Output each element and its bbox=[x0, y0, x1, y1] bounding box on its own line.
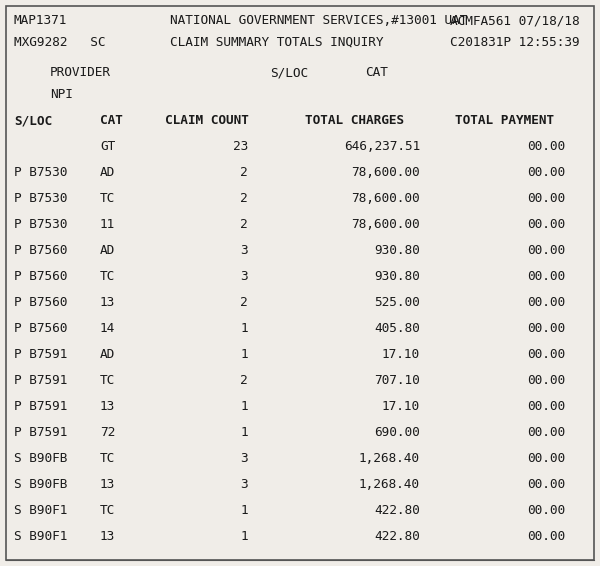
Text: 00.00: 00.00 bbox=[527, 192, 565, 205]
Text: P B7560: P B7560 bbox=[14, 296, 67, 309]
Text: 3: 3 bbox=[241, 244, 248, 257]
Text: 23: 23 bbox=[233, 140, 248, 153]
Text: 13: 13 bbox=[100, 530, 115, 543]
Text: S/LOC: S/LOC bbox=[14, 114, 52, 127]
Text: MAP1371: MAP1371 bbox=[14, 14, 67, 27]
Text: CLAIM COUNT: CLAIM COUNT bbox=[165, 114, 249, 127]
Text: 00.00: 00.00 bbox=[527, 244, 565, 257]
Text: MXG9282   SC: MXG9282 SC bbox=[14, 36, 106, 49]
Text: TC: TC bbox=[100, 504, 115, 517]
Text: 930.80: 930.80 bbox=[374, 270, 420, 283]
Text: TOTAL CHARGES: TOTAL CHARGES bbox=[305, 114, 404, 127]
Text: NPI: NPI bbox=[50, 88, 73, 101]
Text: 1,268.40: 1,268.40 bbox=[359, 478, 420, 491]
Text: 2: 2 bbox=[241, 192, 248, 205]
Text: S B90F1: S B90F1 bbox=[14, 530, 67, 543]
Text: 13: 13 bbox=[100, 296, 115, 309]
Text: 2: 2 bbox=[241, 296, 248, 309]
Text: P B7591: P B7591 bbox=[14, 374, 67, 387]
Text: 00.00: 00.00 bbox=[527, 530, 565, 543]
Text: 13: 13 bbox=[100, 400, 115, 413]
Text: CLAIM SUMMARY TOTALS INQUIRY: CLAIM SUMMARY TOTALS INQUIRY bbox=[170, 36, 383, 49]
Text: 13: 13 bbox=[100, 478, 115, 491]
Text: 1,268.40: 1,268.40 bbox=[359, 452, 420, 465]
Text: P B7560: P B7560 bbox=[14, 270, 67, 283]
Text: 00.00: 00.00 bbox=[527, 452, 565, 465]
Text: GT: GT bbox=[100, 140, 115, 153]
Text: 525.00: 525.00 bbox=[374, 296, 420, 309]
Text: 78,600.00: 78,600.00 bbox=[352, 218, 420, 231]
Text: 00.00: 00.00 bbox=[527, 296, 565, 309]
Text: 78,600.00: 78,600.00 bbox=[352, 166, 420, 179]
Text: 1: 1 bbox=[241, 530, 248, 543]
Text: P B7560: P B7560 bbox=[14, 322, 67, 335]
Text: S B90FB: S B90FB bbox=[14, 452, 67, 465]
Text: 3: 3 bbox=[241, 270, 248, 283]
Text: TC: TC bbox=[100, 270, 115, 283]
Text: 14: 14 bbox=[100, 322, 115, 335]
Text: 00.00: 00.00 bbox=[527, 478, 565, 491]
Text: 17.10: 17.10 bbox=[382, 348, 420, 361]
Text: 3: 3 bbox=[241, 478, 248, 491]
Text: TC: TC bbox=[100, 452, 115, 465]
Text: 00.00: 00.00 bbox=[527, 322, 565, 335]
Text: 646,237.51: 646,237.51 bbox=[344, 140, 420, 153]
Text: 1: 1 bbox=[241, 400, 248, 413]
Text: 00.00: 00.00 bbox=[527, 426, 565, 439]
Text: TC: TC bbox=[100, 374, 115, 387]
Text: C201831P 12:55:39: C201831P 12:55:39 bbox=[450, 36, 580, 49]
Text: 00.00: 00.00 bbox=[527, 270, 565, 283]
Text: AD: AD bbox=[100, 348, 115, 361]
Text: 1: 1 bbox=[241, 504, 248, 517]
Text: 00.00: 00.00 bbox=[527, 166, 565, 179]
Text: NATIONAL GOVERNMENT SERVICES,#13001 UAT: NATIONAL GOVERNMENT SERVICES,#13001 UAT bbox=[170, 14, 467, 27]
Text: 707.10: 707.10 bbox=[374, 374, 420, 387]
Text: 00.00: 00.00 bbox=[527, 140, 565, 153]
Text: P B7591: P B7591 bbox=[14, 426, 67, 439]
Text: P B7530: P B7530 bbox=[14, 218, 67, 231]
Text: 2: 2 bbox=[241, 218, 248, 231]
Text: 1: 1 bbox=[241, 322, 248, 335]
Text: S B90F1: S B90F1 bbox=[14, 504, 67, 517]
Text: AD: AD bbox=[100, 166, 115, 179]
Text: 1: 1 bbox=[241, 426, 248, 439]
Text: 690.00: 690.00 bbox=[374, 426, 420, 439]
Text: S/LOC: S/LOC bbox=[270, 66, 308, 79]
Text: P B7530: P B7530 bbox=[14, 166, 67, 179]
Text: 2: 2 bbox=[241, 166, 248, 179]
Text: 422.80: 422.80 bbox=[374, 504, 420, 517]
Text: S B90FB: S B90FB bbox=[14, 478, 67, 491]
Text: P B7591: P B7591 bbox=[14, 348, 67, 361]
Text: 2: 2 bbox=[241, 374, 248, 387]
Text: 930.80: 930.80 bbox=[374, 244, 420, 257]
Text: TC: TC bbox=[100, 192, 115, 205]
Text: 00.00: 00.00 bbox=[527, 348, 565, 361]
Text: CAT: CAT bbox=[100, 114, 123, 127]
Text: ACMFA561 07/18/18: ACMFA561 07/18/18 bbox=[450, 14, 580, 27]
Text: 00.00: 00.00 bbox=[527, 374, 565, 387]
Text: 78,600.00: 78,600.00 bbox=[352, 192, 420, 205]
Text: 11: 11 bbox=[100, 218, 115, 231]
Text: P B7560: P B7560 bbox=[14, 244, 67, 257]
Text: 1: 1 bbox=[241, 348, 248, 361]
Text: 72: 72 bbox=[100, 426, 115, 439]
Text: 00.00: 00.00 bbox=[527, 218, 565, 231]
Text: CAT: CAT bbox=[365, 66, 388, 79]
Text: AD: AD bbox=[100, 244, 115, 257]
Text: P B7591: P B7591 bbox=[14, 400, 67, 413]
Text: P B7530: P B7530 bbox=[14, 192, 67, 205]
Text: PROVIDER: PROVIDER bbox=[50, 66, 111, 79]
Text: 422.80: 422.80 bbox=[374, 530, 420, 543]
Text: 405.80: 405.80 bbox=[374, 322, 420, 335]
Text: 00.00: 00.00 bbox=[527, 504, 565, 517]
Text: 17.10: 17.10 bbox=[382, 400, 420, 413]
Text: TOTAL PAYMENT: TOTAL PAYMENT bbox=[455, 114, 554, 127]
Text: 3: 3 bbox=[241, 452, 248, 465]
Text: 00.00: 00.00 bbox=[527, 400, 565, 413]
